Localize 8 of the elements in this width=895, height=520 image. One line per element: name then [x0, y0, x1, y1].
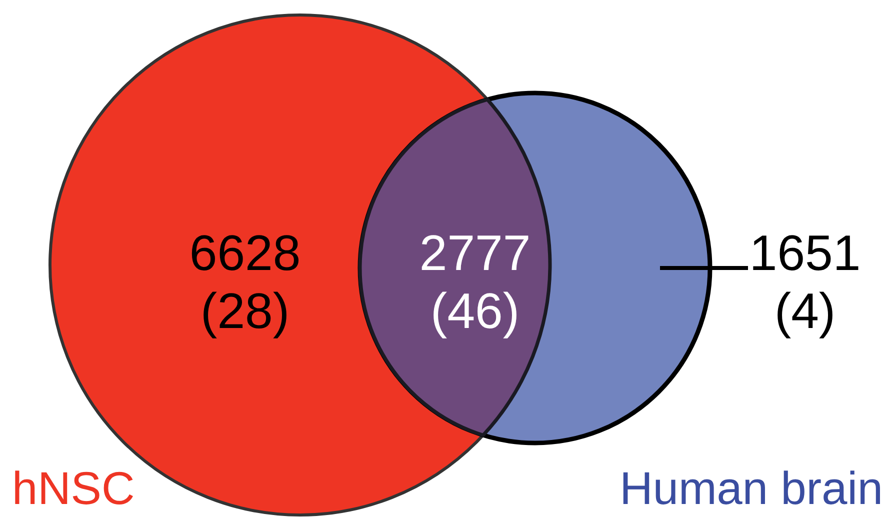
category-label: Human brain	[620, 462, 883, 514]
data-label: 2777	[419, 225, 531, 281]
data-label: 6628	[189, 225, 301, 281]
data-label: 1651	[749, 225, 861, 281]
text: (28)	[200, 283, 290, 339]
text: (4)	[774, 283, 836, 339]
text: (46)	[430, 283, 520, 339]
category-label: hNSC	[12, 462, 135, 514]
